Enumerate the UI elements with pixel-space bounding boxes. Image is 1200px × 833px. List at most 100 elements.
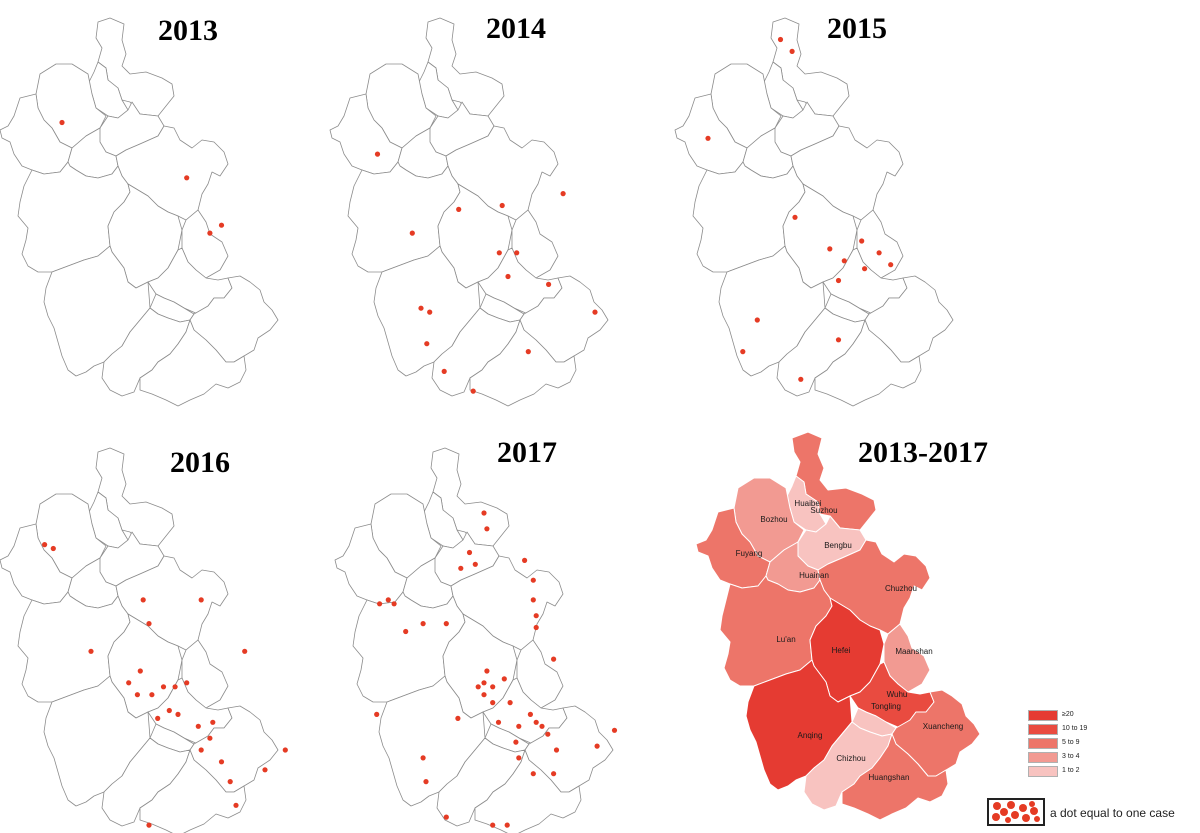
legend-item-10-19: 10 to 19 — [1028, 724, 1108, 735]
case-dot — [207, 230, 213, 236]
case-dot — [377, 601, 383, 607]
label-chuzhou: Chuzhou — [885, 584, 917, 593]
panel-title-2014: 2014 — [486, 12, 546, 45]
case-dot — [859, 238, 865, 244]
case-dot — [789, 48, 795, 55]
case-dot — [420, 621, 426, 627]
dot-cluster-icon — [992, 801, 1040, 823]
legend-label: 10 to 19 — [1062, 725, 1088, 732]
case-dot — [507, 700, 513, 706]
case-dot — [146, 621, 152, 627]
case-dot — [455, 715, 461, 721]
case-dot — [594, 743, 600, 749]
province-map-2016 — [0, 447, 288, 833]
case-dot — [184, 175, 190, 181]
summary-choropleth: Suzhou Huaibei Bozhou Bengbu Fuyang Huai… — [695, 431, 981, 821]
case-dot — [423, 779, 429, 785]
outline-region-huangshan — [474, 749, 582, 833]
case-dot — [862, 266, 868, 272]
case-dot — [160, 684, 167, 690]
case-dot — [533, 624, 539, 631]
case-dot — [385, 597, 391, 603]
case-dot — [472, 561, 478, 567]
case-dot — [443, 621, 449, 627]
summary-title: 2013-2017 — [858, 436, 988, 469]
province-map-2014 — [329, 17, 609, 407]
panel-title-2013: 2013 — [158, 14, 218, 47]
case-dot — [481, 510, 487, 516]
case-dot — [59, 119, 65, 126]
case-dot — [475, 684, 481, 690]
case-dot — [513, 739, 519, 745]
case-dot — [546, 281, 552, 287]
legend-item-5-9: 5 to 9 — [1028, 738, 1108, 749]
case-dot — [427, 309, 433, 315]
label-wuhu: Wuhu — [887, 690, 908, 699]
case-dot — [218, 759, 225, 765]
case-dot — [195, 723, 201, 729]
case-dot — [777, 36, 784, 43]
case-dot — [443, 814, 449, 820]
case-dot — [126, 680, 132, 686]
case-dot — [740, 349, 746, 355]
case-dot — [409, 230, 415, 236]
case-dot — [705, 135, 711, 141]
case-dot — [149, 692, 155, 698]
label-anqing: Anqing — [798, 731, 823, 740]
case-dot — [172, 684, 178, 690]
map-panel-2014: 2014 — [329, 0, 630, 407]
case-dot — [140, 597, 146, 603]
legend-item-1-2: 1 to 2 — [1028, 766, 1108, 777]
case-dot — [403, 628, 409, 635]
outline-region-huangshan — [139, 749, 247, 833]
case-dot — [539, 723, 545, 729]
case-dot — [166, 707, 172, 714]
label-maanshan: Maanshan — [895, 647, 932, 656]
legend-item-ge20: ≥20 — [1028, 710, 1108, 721]
region-huangshan — [841, 733, 949, 821]
case-dot — [754, 317, 760, 323]
province-map-2015 — [674, 17, 954, 407]
case-dot — [481, 692, 487, 698]
case-dot — [198, 747, 204, 753]
case-dot — [146, 822, 152, 828]
case-dot — [210, 719, 216, 725]
label-tongling: Tongling — [871, 702, 901, 711]
case-dot — [516, 755, 522, 761]
case-dot — [530, 771, 536, 777]
case-dot — [798, 376, 804, 382]
case-dot — [533, 719, 539, 725]
case-dot — [175, 711, 181, 717]
dot-legend: a dot equal to one case — [987, 798, 1197, 828]
case-dot — [495, 719, 502, 725]
case-dot — [218, 222, 225, 228]
label-xuancheng: Xuancheng — [923, 722, 963, 731]
case-dot — [560, 191, 566, 197]
panel-title-2016: 2016 — [170, 446, 230, 479]
legend-label: 1 to 2 — [1062, 767, 1080, 774]
province-map-2013 — [0, 17, 279, 407]
case-dot — [841, 258, 847, 264]
case-dot — [233, 802, 239, 808]
legend-swatch — [1028, 766, 1058, 777]
case-dot — [496, 250, 502, 256]
case-dot — [514, 250, 520, 256]
map-panel-2013: 2013 — [0, 0, 300, 407]
label-hefei: Hefei — [832, 646, 851, 655]
case-dot — [282, 747, 288, 753]
province-map-2017 — [334, 447, 618, 833]
outline-region-huangshan — [469, 319, 577, 407]
case-dot — [42, 542, 48, 548]
case-dot — [155, 715, 161, 721]
case-dot — [505, 273, 511, 280]
case-dot — [501, 676, 507, 682]
map-panel-2017: 2017 — [334, 430, 635, 833]
case-dot — [876, 250, 882, 256]
case-dot — [374, 151, 381, 157]
label-luan: Lu'an — [776, 635, 795, 644]
label-huainan: Huainan — [799, 571, 829, 580]
case-dot — [456, 206, 462, 212]
label-suzhou: Suzhou — [810, 506, 837, 515]
legend-swatch — [1028, 710, 1058, 721]
outline-region-huangshan — [814, 319, 922, 407]
